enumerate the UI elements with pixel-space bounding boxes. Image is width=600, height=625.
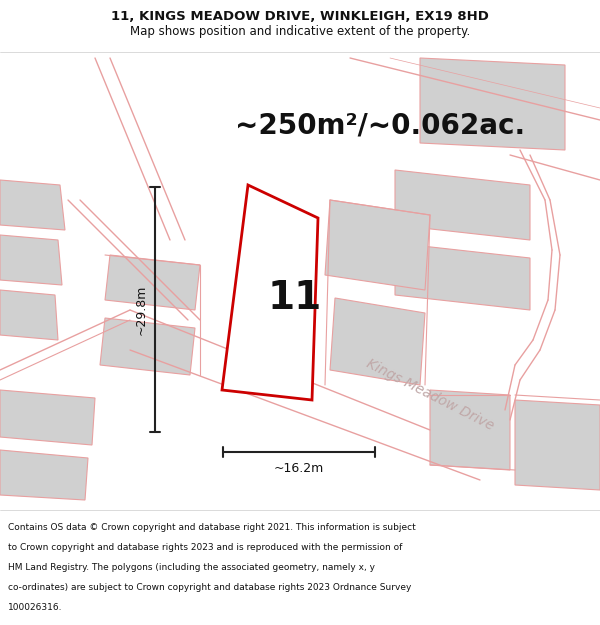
Text: Contains OS data © Crown copyright and database right 2021. This information is : Contains OS data © Crown copyright and d… — [8, 523, 416, 532]
Text: ~29.8m: ~29.8m — [134, 284, 148, 335]
Polygon shape — [515, 400, 600, 490]
Polygon shape — [0, 450, 88, 500]
Text: 11, KINGS MEADOW DRIVE, WINKLEIGH, EX19 8HD: 11, KINGS MEADOW DRIVE, WINKLEIGH, EX19 … — [111, 9, 489, 22]
Polygon shape — [0, 290, 58, 340]
Polygon shape — [420, 58, 565, 150]
Polygon shape — [130, 310, 480, 480]
Text: Kings Meadow Drive: Kings Meadow Drive — [364, 357, 496, 433]
Polygon shape — [0, 180, 65, 230]
Text: 100026316.: 100026316. — [8, 603, 62, 612]
Text: ~250m²/~0.062ac.: ~250m²/~0.062ac. — [235, 111, 525, 139]
Text: co-ordinates) are subject to Crown copyright and database rights 2023 Ordnance S: co-ordinates) are subject to Crown copyr… — [8, 583, 412, 592]
Text: HM Land Registry. The polygons (including the associated geometry, namely x, y: HM Land Registry. The polygons (includin… — [8, 563, 375, 572]
Polygon shape — [0, 390, 95, 445]
Polygon shape — [395, 243, 530, 310]
Polygon shape — [222, 185, 318, 400]
Text: to Crown copyright and database rights 2023 and is reproduced with the permissio: to Crown copyright and database rights 2… — [8, 543, 403, 552]
Text: ~16.2m: ~16.2m — [274, 461, 324, 474]
Polygon shape — [395, 170, 530, 240]
Polygon shape — [105, 255, 200, 310]
Polygon shape — [325, 200, 430, 290]
Polygon shape — [100, 318, 195, 375]
Polygon shape — [330, 298, 425, 385]
Bar — [0, 55, 600, 510]
Polygon shape — [0, 235, 62, 285]
Text: 11: 11 — [268, 279, 322, 318]
Polygon shape — [430, 390, 510, 470]
Text: Map shows position and indicative extent of the property.: Map shows position and indicative extent… — [130, 24, 470, 38]
